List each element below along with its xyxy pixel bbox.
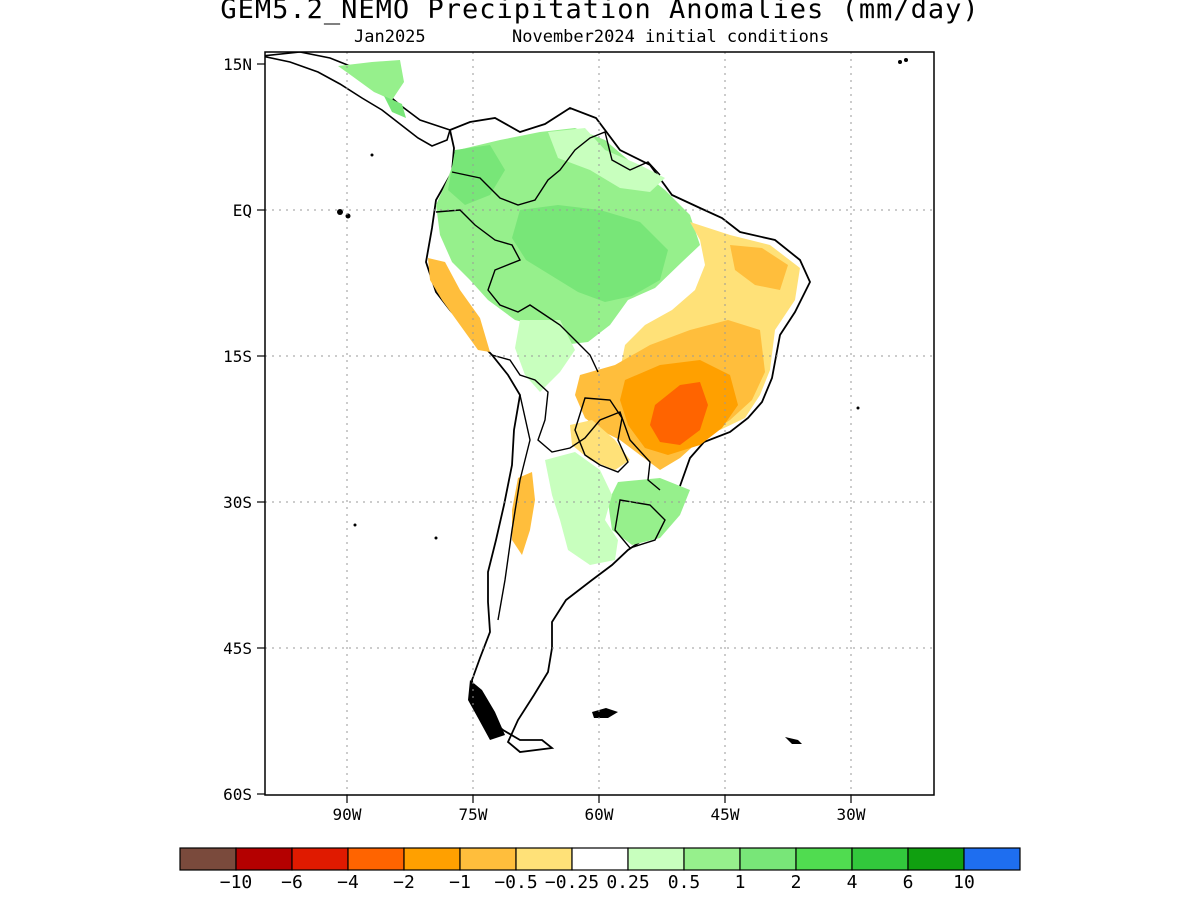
lon-label-45w: 45W <box>711 805 740 824</box>
colorbar-swatch <box>459 847 517 871</box>
central-america-wet-anomaly-2 <box>384 96 406 118</box>
peru-coast-dry-anomaly <box>428 258 490 352</box>
colorbar-label: −0.5 <box>494 872 537 893</box>
colorbar-swatch <box>179 847 237 871</box>
colorbar-swatch <box>403 847 461 871</box>
central-brazil-strong-dry-anomaly <box>650 382 708 445</box>
colorbar-label: −0.25 <box>545 872 599 893</box>
colorbar-swatch <box>627 847 685 871</box>
colorbar-label: 4 <box>847 872 858 893</box>
colorbar-label: −2 <box>393 872 415 893</box>
colorbar-swatch <box>851 847 909 871</box>
colorbar-swatch <box>907 847 965 871</box>
colombia-wet-anomaly <box>448 145 505 205</box>
colorbar: −10 −6 −4 −2 −1 −0.5 −0.25 0.25 0.5 1 2 4 6 10 <box>179 847 1021 893</box>
islands <box>337 58 908 744</box>
lat-label-45s: 45S <box>223 639 252 658</box>
colorbar-label: −1 <box>449 872 471 893</box>
subtitle-initial-conditions: November2024 initial conditions <box>512 27 830 47</box>
colorbar-swatch <box>683 847 741 871</box>
tick-marks <box>257 63 852 803</box>
colorbar-swatch <box>235 847 293 871</box>
colorbar-swatch <box>963 847 1021 871</box>
colorbar-label: −6 <box>281 872 303 893</box>
colorbar-swatch <box>571 847 629 871</box>
colorbar-label: 6 <box>903 872 914 893</box>
colorbar-label: 0.5 <box>668 872 701 893</box>
paraguay-dry-anomaly <box>570 420 630 470</box>
south-brazil-wet-anomaly <box>608 478 690 545</box>
lat-label-15n: 15N <box>223 55 252 74</box>
colorbar-label: 0.25 <box>606 872 649 893</box>
lon-label-30w: 30W <box>837 805 866 824</box>
colorbar-swatch <box>291 847 349 871</box>
lat-label-15s: 15S <box>223 347 252 366</box>
amazon-strong-wet-anomaly <box>512 205 668 302</box>
northeast-coast-dry-anomaly <box>730 245 788 290</box>
lon-label-60w: 60W <box>585 805 614 824</box>
colorbar-swatch <box>795 847 853 871</box>
country-borders <box>435 131 666 621</box>
lon-label-90w: 90W <box>333 805 362 824</box>
colorbar-swatch <box>347 847 405 871</box>
lat-label-30s: 30S <box>223 493 252 512</box>
colorbar-swatch <box>515 847 573 871</box>
colorbar-label: −10 <box>220 872 253 893</box>
guiana-wet-anomaly <box>548 128 665 192</box>
argentina-wet-anomaly <box>545 452 618 565</box>
lon-label-75w: 75W <box>459 805 488 824</box>
colorbar-swatch <box>739 847 797 871</box>
colorbar-label: 2 <box>791 872 802 893</box>
lat-label-60s: 60S <box>223 785 252 804</box>
subtitle-target-month: Jan2025 <box>354 27 426 47</box>
lat-label-eq: EQ <box>233 201 252 220</box>
map-area <box>265 52 934 795</box>
colorbar-label: 1 <box>735 872 746 893</box>
map-title: GEM5.2_NEMO Precipitation Anomalies (mm/… <box>220 0 980 25</box>
colorbar-label: −4 <box>337 872 359 893</box>
colorbar-label: 10 <box>953 872 975 893</box>
graticule <box>265 52 934 795</box>
central-america-wet-anomaly <box>338 60 404 100</box>
